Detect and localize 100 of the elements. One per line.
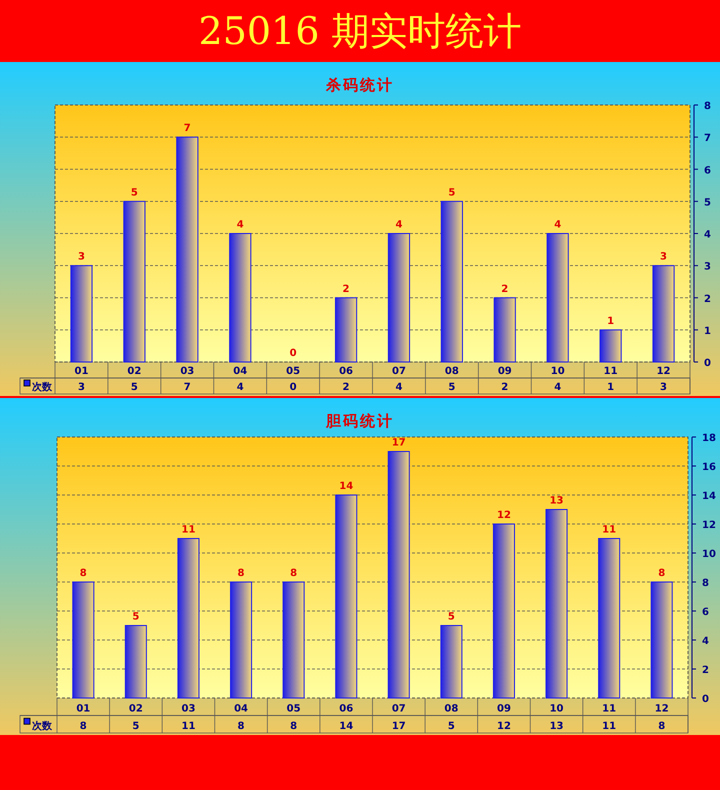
y-tick-label: 6 [702, 607, 709, 618]
data-label: 8 [80, 721, 87, 732]
data-label: 11 [181, 721, 196, 732]
x-tick-label: 11 [602, 704, 616, 714]
bar [335, 494, 358, 698]
data-label: 2 [501, 382, 508, 393]
data-label: 8 [290, 721, 298, 732]
x-tick-label: 07 [392, 366, 406, 377]
data-label: 3 [78, 382, 85, 393]
data-label: 8 [238, 721, 245, 732]
bar [334, 297, 358, 362]
chart-title: 胆码统计 [325, 412, 394, 430]
data-label: 2 [342, 382, 350, 393]
annotation: 14 [339, 481, 354, 492]
data-label: 4 [554, 382, 562, 393]
y-tick-label: 12 [702, 520, 716, 531]
y-tick-label: 0 [702, 694, 709, 705]
y-tick-label: 0 [704, 358, 711, 369]
bar [440, 625, 462, 698]
data-label: 5 [132, 721, 140, 732]
x-tick-label: 08 [444, 704, 458, 714]
annotation: 2 [342, 284, 350, 295]
annotation: 5 [448, 612, 455, 622]
x-tick-label: 04 [234, 704, 248, 714]
y-tick-label: 1 [704, 326, 711, 337]
data-label: 0 [290, 382, 297, 393]
bar [546, 233, 569, 362]
bar [546, 509, 568, 698]
bar [123, 200, 146, 362]
bar [70, 265, 93, 362]
data-label: 5 [130, 382, 138, 393]
bar [652, 265, 675, 362]
y-tick-label: 4 [704, 230, 711, 240]
annotation: 3 [78, 252, 85, 263]
data-label: 5 [448, 721, 455, 732]
annotation: 13 [550, 496, 564, 506]
annotation: 5 [130, 187, 138, 198]
bar [230, 582, 252, 698]
annotation: 4 [554, 220, 562, 230]
x-tick-label: 12 [656, 366, 671, 377]
chart-subtitle: 杀码统计 [325, 76, 394, 94]
data-label: 13 [550, 721, 564, 732]
data-label: 4 [395, 382, 402, 393]
annotation: 8 [238, 568, 245, 579]
x-tick-label: 05 [286, 704, 301, 714]
annotation: 11 [602, 524, 616, 536]
y-tick-label: 7 [704, 133, 711, 144]
x-tick-label: 10 [550, 704, 564, 714]
bar [600, 329, 622, 362]
bar [598, 538, 620, 698]
annotation: 1 [607, 316, 614, 327]
bar [650, 582, 673, 698]
data-label: 4 [236, 382, 244, 393]
x-tick-label: 06 [339, 704, 354, 714]
y-tick-label: 14 [702, 491, 716, 502]
annotation: 0 [290, 348, 297, 359]
x-tick-label: 03 [180, 366, 194, 377]
x-tick-label: 01 [74, 366, 88, 377]
y-tick-label: 6 [704, 165, 711, 176]
x-tick-label: 07 [392, 704, 406, 714]
annotation: 5 [448, 187, 456, 198]
bar [229, 233, 252, 362]
x-tick-label: 02 [128, 704, 143, 714]
y-tick-label: 3 [704, 262, 711, 273]
x-tick-label: 08 [444, 366, 459, 377]
legend-label: 次数 [32, 720, 53, 732]
bar [494, 297, 516, 362]
x-tick-label: 05 [286, 366, 300, 377]
y-tick-label: 16 [702, 462, 716, 473]
bar [282, 582, 305, 698]
data-label: 1 [607, 382, 614, 393]
data-label: 8 [658, 721, 666, 732]
x-tick-label: 09 [498, 366, 512, 377]
chart-title: 25016 期实时统计 [198, 9, 522, 53]
annotation: 12 [496, 510, 511, 521]
annotation: 7 [184, 123, 191, 134]
y-tick-label: 2 [704, 294, 711, 305]
data-label: 3 [660, 382, 668, 393]
bar [388, 233, 410, 362]
data-label: 12 [496, 721, 511, 732]
bar [72, 582, 94, 698]
data-label: 17 [392, 721, 406, 732]
annotation: 2 [501, 284, 508, 295]
annotation: 11 [181, 524, 196, 536]
bar [440, 200, 463, 362]
x-tick-label: 04 [233, 366, 248, 377]
bar [177, 538, 200, 698]
data-label: 14 [339, 721, 354, 732]
x-tick-label: 10 [550, 366, 565, 377]
y-tick-label: 2 [702, 665, 709, 676]
annotation: 8 [658, 568, 666, 579]
annotation: 3 [660, 252, 668, 263]
y-tick-label: 8 [704, 101, 711, 112]
data-label: 11 [602, 721, 616, 732]
y-tick-label: 5 [704, 197, 711, 208]
x-tick-label: 03 [181, 704, 196, 714]
data-label: 5 [448, 382, 456, 393]
annotation: 17 [392, 438, 406, 448]
data-label: 7 [184, 382, 191, 393]
legend-label: 次数 [32, 381, 53, 393]
